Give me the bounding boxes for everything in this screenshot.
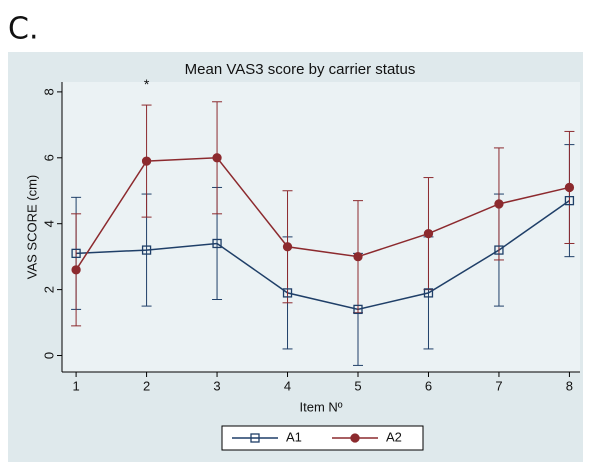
x-tick-label: 7 xyxy=(495,378,502,393)
point xyxy=(141,245,152,255)
y-tick-label: 6 xyxy=(41,154,56,161)
plot-area xyxy=(62,82,580,372)
y-tick-label: 4 xyxy=(41,220,56,227)
legend-label: A2 xyxy=(386,429,402,444)
chart-title: Mean VAS3 score by carrier status xyxy=(185,61,416,78)
annotation: * xyxy=(144,76,150,92)
x-axis-label: Item Nº xyxy=(299,399,342,414)
legend-label: A1 xyxy=(286,429,302,444)
y-tick-label: 0 xyxy=(41,352,56,359)
point xyxy=(282,242,293,252)
point xyxy=(71,248,81,259)
series-line xyxy=(75,157,570,271)
point xyxy=(494,245,504,255)
legend-marker xyxy=(350,433,360,443)
x-tick-label: 8 xyxy=(566,378,573,393)
y-tick-label: 8 xyxy=(41,88,56,95)
point xyxy=(423,288,434,298)
series-line xyxy=(76,200,570,311)
point xyxy=(141,156,152,166)
point xyxy=(212,238,222,249)
point xyxy=(353,252,363,262)
point xyxy=(71,265,81,275)
point xyxy=(564,182,575,193)
point xyxy=(353,304,363,315)
x-tick-label: 4 xyxy=(284,378,291,393)
x-tick-label: 2 xyxy=(143,378,150,393)
panel-label: C. xyxy=(8,12,38,47)
x-tick-label: 5 xyxy=(354,378,361,393)
legend-marker xyxy=(250,433,260,443)
point xyxy=(212,153,222,163)
point xyxy=(564,195,575,206)
x-tick-label: 3 xyxy=(213,378,220,393)
y-axis-label: VAS SCORE (cm) xyxy=(24,175,39,280)
x-tick-label: 6 xyxy=(425,378,432,393)
point xyxy=(494,199,504,209)
y-tick-label: 2 xyxy=(41,286,56,293)
point xyxy=(282,288,293,298)
x-tick-label: 1 xyxy=(72,378,79,393)
point xyxy=(423,228,434,239)
